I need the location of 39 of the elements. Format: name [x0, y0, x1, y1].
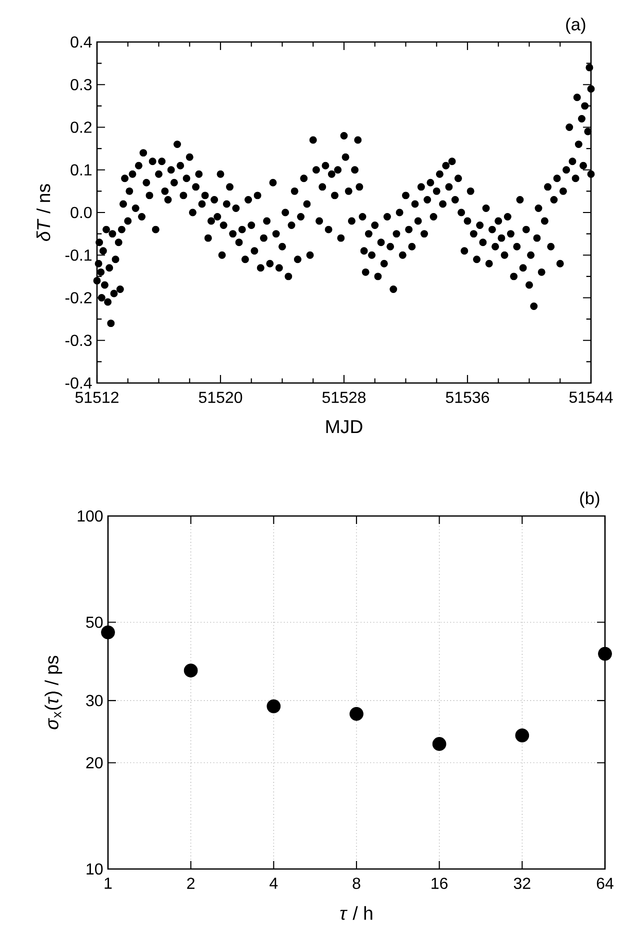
x-tick-label: 32 — [514, 878, 530, 890]
y-tick-label: 0.2 — [70, 122, 92, 133]
y-tick-label: 10 — [86, 863, 103, 875]
y-tick-label: -0.2 — [65, 292, 92, 304]
x-tick-label: 8 — [352, 878, 360, 890]
y-tick-label: -0.4 — [65, 377, 92, 389]
point — [598, 646, 612, 661]
x-axis-title: MJD — [326, 420, 362, 434]
x-tick-label: 51544 — [569, 392, 613, 403]
y-tick-label: 0.4 — [70, 36, 92, 48]
y-tick-label: 0.3 — [70, 78, 92, 90]
point — [432, 737, 446, 751]
point — [350, 706, 364, 721]
x-tick-label: 51512 — [75, 392, 118, 404]
y-tick-label: 30 — [86, 694, 103, 706]
x-tick-label: 1 — [104, 878, 112, 889]
point — [515, 728, 530, 742]
x-axis-title: τ / h — [340, 906, 372, 920]
y-tick-label: 0.1 — [70, 164, 92, 176]
point — [184, 664, 198, 678]
text: (b) — [580, 492, 600, 508]
y-tick-label: 0.0 — [70, 206, 92, 218]
point — [101, 625, 115, 640]
x-tick-label: 51536 — [446, 392, 490, 404]
x-tick-label: 51520 — [198, 392, 242, 404]
point — [266, 699, 281, 714]
y-axis-title: δT / ns — [36, 184, 50, 241]
x-tick-label: 4 — [270, 878, 278, 889]
y-tick-label: 100 — [78, 510, 103, 522]
y-axis-title: σ$_{x}$(τ) / ps — [44, 656, 62, 730]
y-tick-label: 50 — [86, 616, 103, 628]
y-tick-label: 20 — [86, 757, 103, 768]
x-tick-label: 2 — [187, 878, 194, 889]
text: (a) — [566, 18, 586, 34]
y-tick-label: -0.3 — [65, 334, 92, 346]
y-tick-label: -0.1 — [65, 249, 92, 261]
x-tick-label: 16 — [432, 878, 448, 890]
x-tick-label: 64 — [596, 878, 614, 890]
x-tick-label: 51528 — [322, 392, 366, 404]
